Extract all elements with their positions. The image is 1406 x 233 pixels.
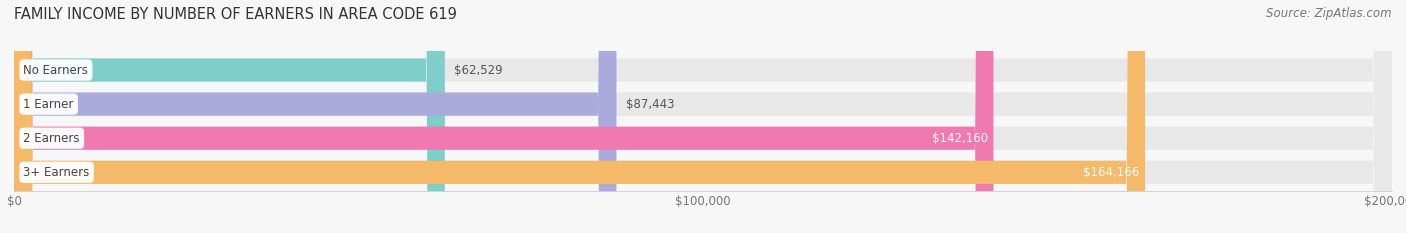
FancyBboxPatch shape — [14, 0, 616, 233]
FancyBboxPatch shape — [14, 0, 444, 233]
Text: $87,443: $87,443 — [626, 98, 675, 111]
Text: 2 Earners: 2 Earners — [24, 132, 80, 145]
FancyBboxPatch shape — [14, 0, 1392, 233]
Text: FAMILY INCOME BY NUMBER OF EARNERS IN AREA CODE 619: FAMILY INCOME BY NUMBER OF EARNERS IN AR… — [14, 7, 457, 22]
Text: $62,529: $62,529 — [454, 64, 503, 76]
Text: Source: ZipAtlas.com: Source: ZipAtlas.com — [1267, 7, 1392, 20]
Text: 1 Earner: 1 Earner — [24, 98, 75, 111]
Text: 3+ Earners: 3+ Earners — [24, 166, 90, 179]
Text: $142,160: $142,160 — [932, 132, 988, 145]
Text: $164,166: $164,166 — [1083, 166, 1139, 179]
FancyBboxPatch shape — [14, 0, 1392, 233]
FancyBboxPatch shape — [14, 0, 994, 233]
FancyBboxPatch shape — [14, 0, 1392, 233]
Text: No Earners: No Earners — [24, 64, 89, 76]
FancyBboxPatch shape — [14, 0, 1392, 233]
FancyBboxPatch shape — [14, 0, 1144, 233]
